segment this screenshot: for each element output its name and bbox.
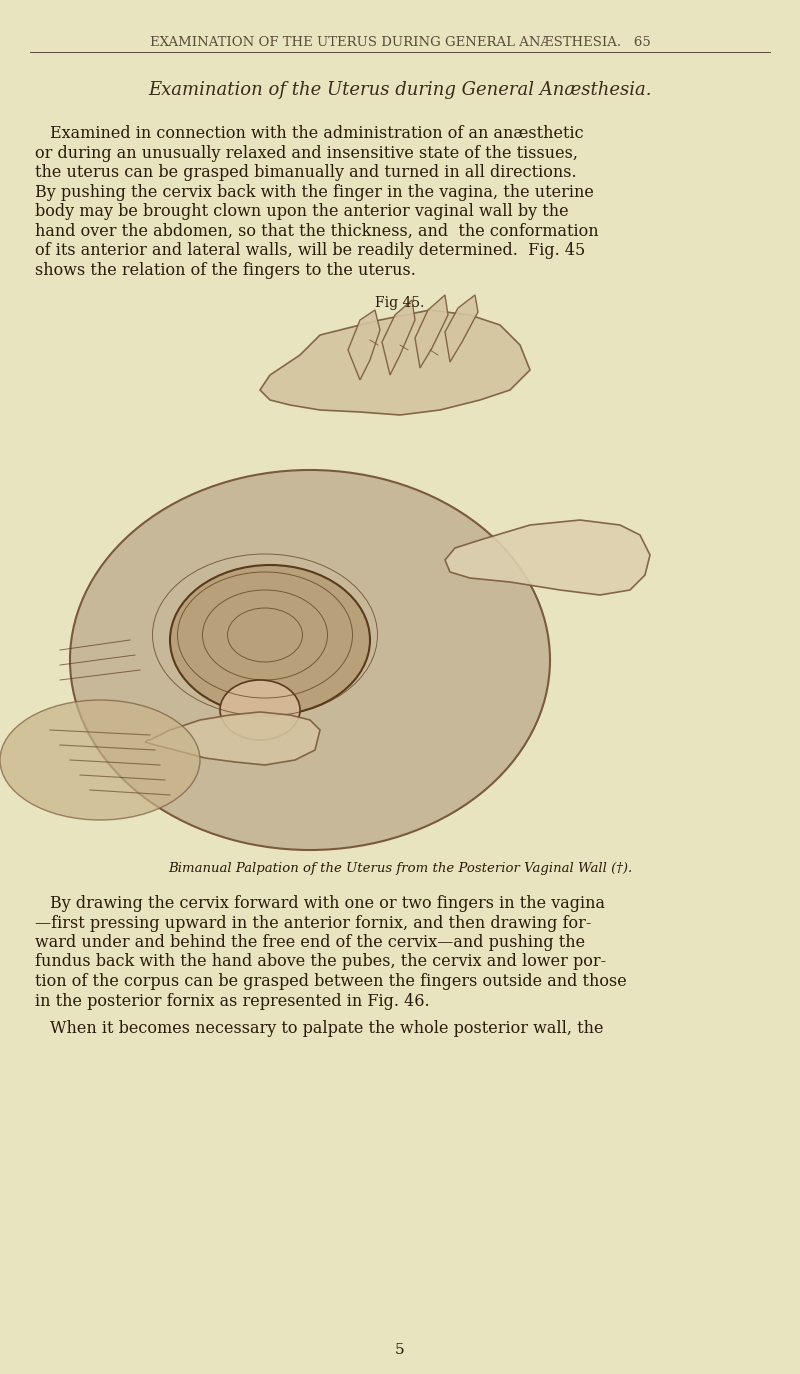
- Polygon shape: [382, 300, 415, 375]
- Text: Fig 45.: Fig 45.: [375, 295, 425, 311]
- Text: Examined in connection with the administration of an anæsthetic: Examined in connection with the administ…: [50, 125, 584, 142]
- Polygon shape: [260, 311, 530, 415]
- Text: Bimanual Palpation of the Uterus from the Posterior Vaginal Wall (†).: Bimanual Palpation of the Uterus from th…: [168, 861, 632, 875]
- Text: When it becomes necessary to palpate the whole posterior wall, the: When it becomes necessary to palpate the…: [50, 1020, 603, 1037]
- Text: By pushing the cervix back with the finger in the vagina, the uterine: By pushing the cervix back with the fing…: [35, 184, 594, 201]
- Text: EXAMINATION OF THE UTERUS DURING GENERAL ANÆSTHESIA.   65: EXAMINATION OF THE UTERUS DURING GENERAL…: [150, 36, 650, 48]
- Polygon shape: [445, 295, 478, 361]
- Text: the uterus can be grasped bimanually and turned in all directions.: the uterus can be grasped bimanually and…: [35, 164, 577, 181]
- Text: By drawing the cervix forward with one or two fingers in the vagina: By drawing the cervix forward with one o…: [50, 894, 605, 912]
- Text: body may be brought clown upon the anterior vaginal wall by the: body may be brought clown upon the anter…: [35, 203, 569, 220]
- Text: fundus back with the hand above the pubes, the cervix and lower por-: fundus back with the hand above the pube…: [35, 954, 606, 970]
- Text: 5: 5: [395, 1342, 405, 1358]
- Text: ward under and behind the free end of the cervix—and pushing the: ward under and behind the free end of th…: [35, 934, 585, 951]
- Text: Examination of the Uterus during General Anæsthesia.: Examination of the Uterus during General…: [148, 81, 652, 99]
- Polygon shape: [415, 295, 448, 368]
- Ellipse shape: [220, 680, 300, 741]
- Text: tion of the corpus can be grasped between the fingers outside and those: tion of the corpus can be grasped betwee…: [35, 973, 626, 991]
- Polygon shape: [348, 311, 380, 381]
- Text: or during an unusually relaxed and insensitive state of the tissues,: or during an unusually relaxed and insen…: [35, 144, 578, 162]
- Ellipse shape: [0, 699, 200, 820]
- Text: hand over the abdomen, so that the thickness, and  the conformation: hand over the abdomen, so that the thick…: [35, 223, 598, 239]
- Polygon shape: [145, 712, 320, 765]
- Ellipse shape: [170, 565, 370, 714]
- Text: in the posterior fornix as represented in Fig. 46.: in the posterior fornix as represented i…: [35, 992, 430, 1010]
- Ellipse shape: [70, 470, 550, 851]
- Text: of its anterior and lateral walls, will be readily determined.  Fig. 45: of its anterior and lateral walls, will …: [35, 242, 586, 260]
- Text: shows the relation of the fingers to the uterus.: shows the relation of the fingers to the…: [35, 261, 416, 279]
- Text: —first pressing upward in the anterior fornix, and then drawing for-: —first pressing upward in the anterior f…: [35, 915, 591, 932]
- Polygon shape: [445, 519, 650, 595]
